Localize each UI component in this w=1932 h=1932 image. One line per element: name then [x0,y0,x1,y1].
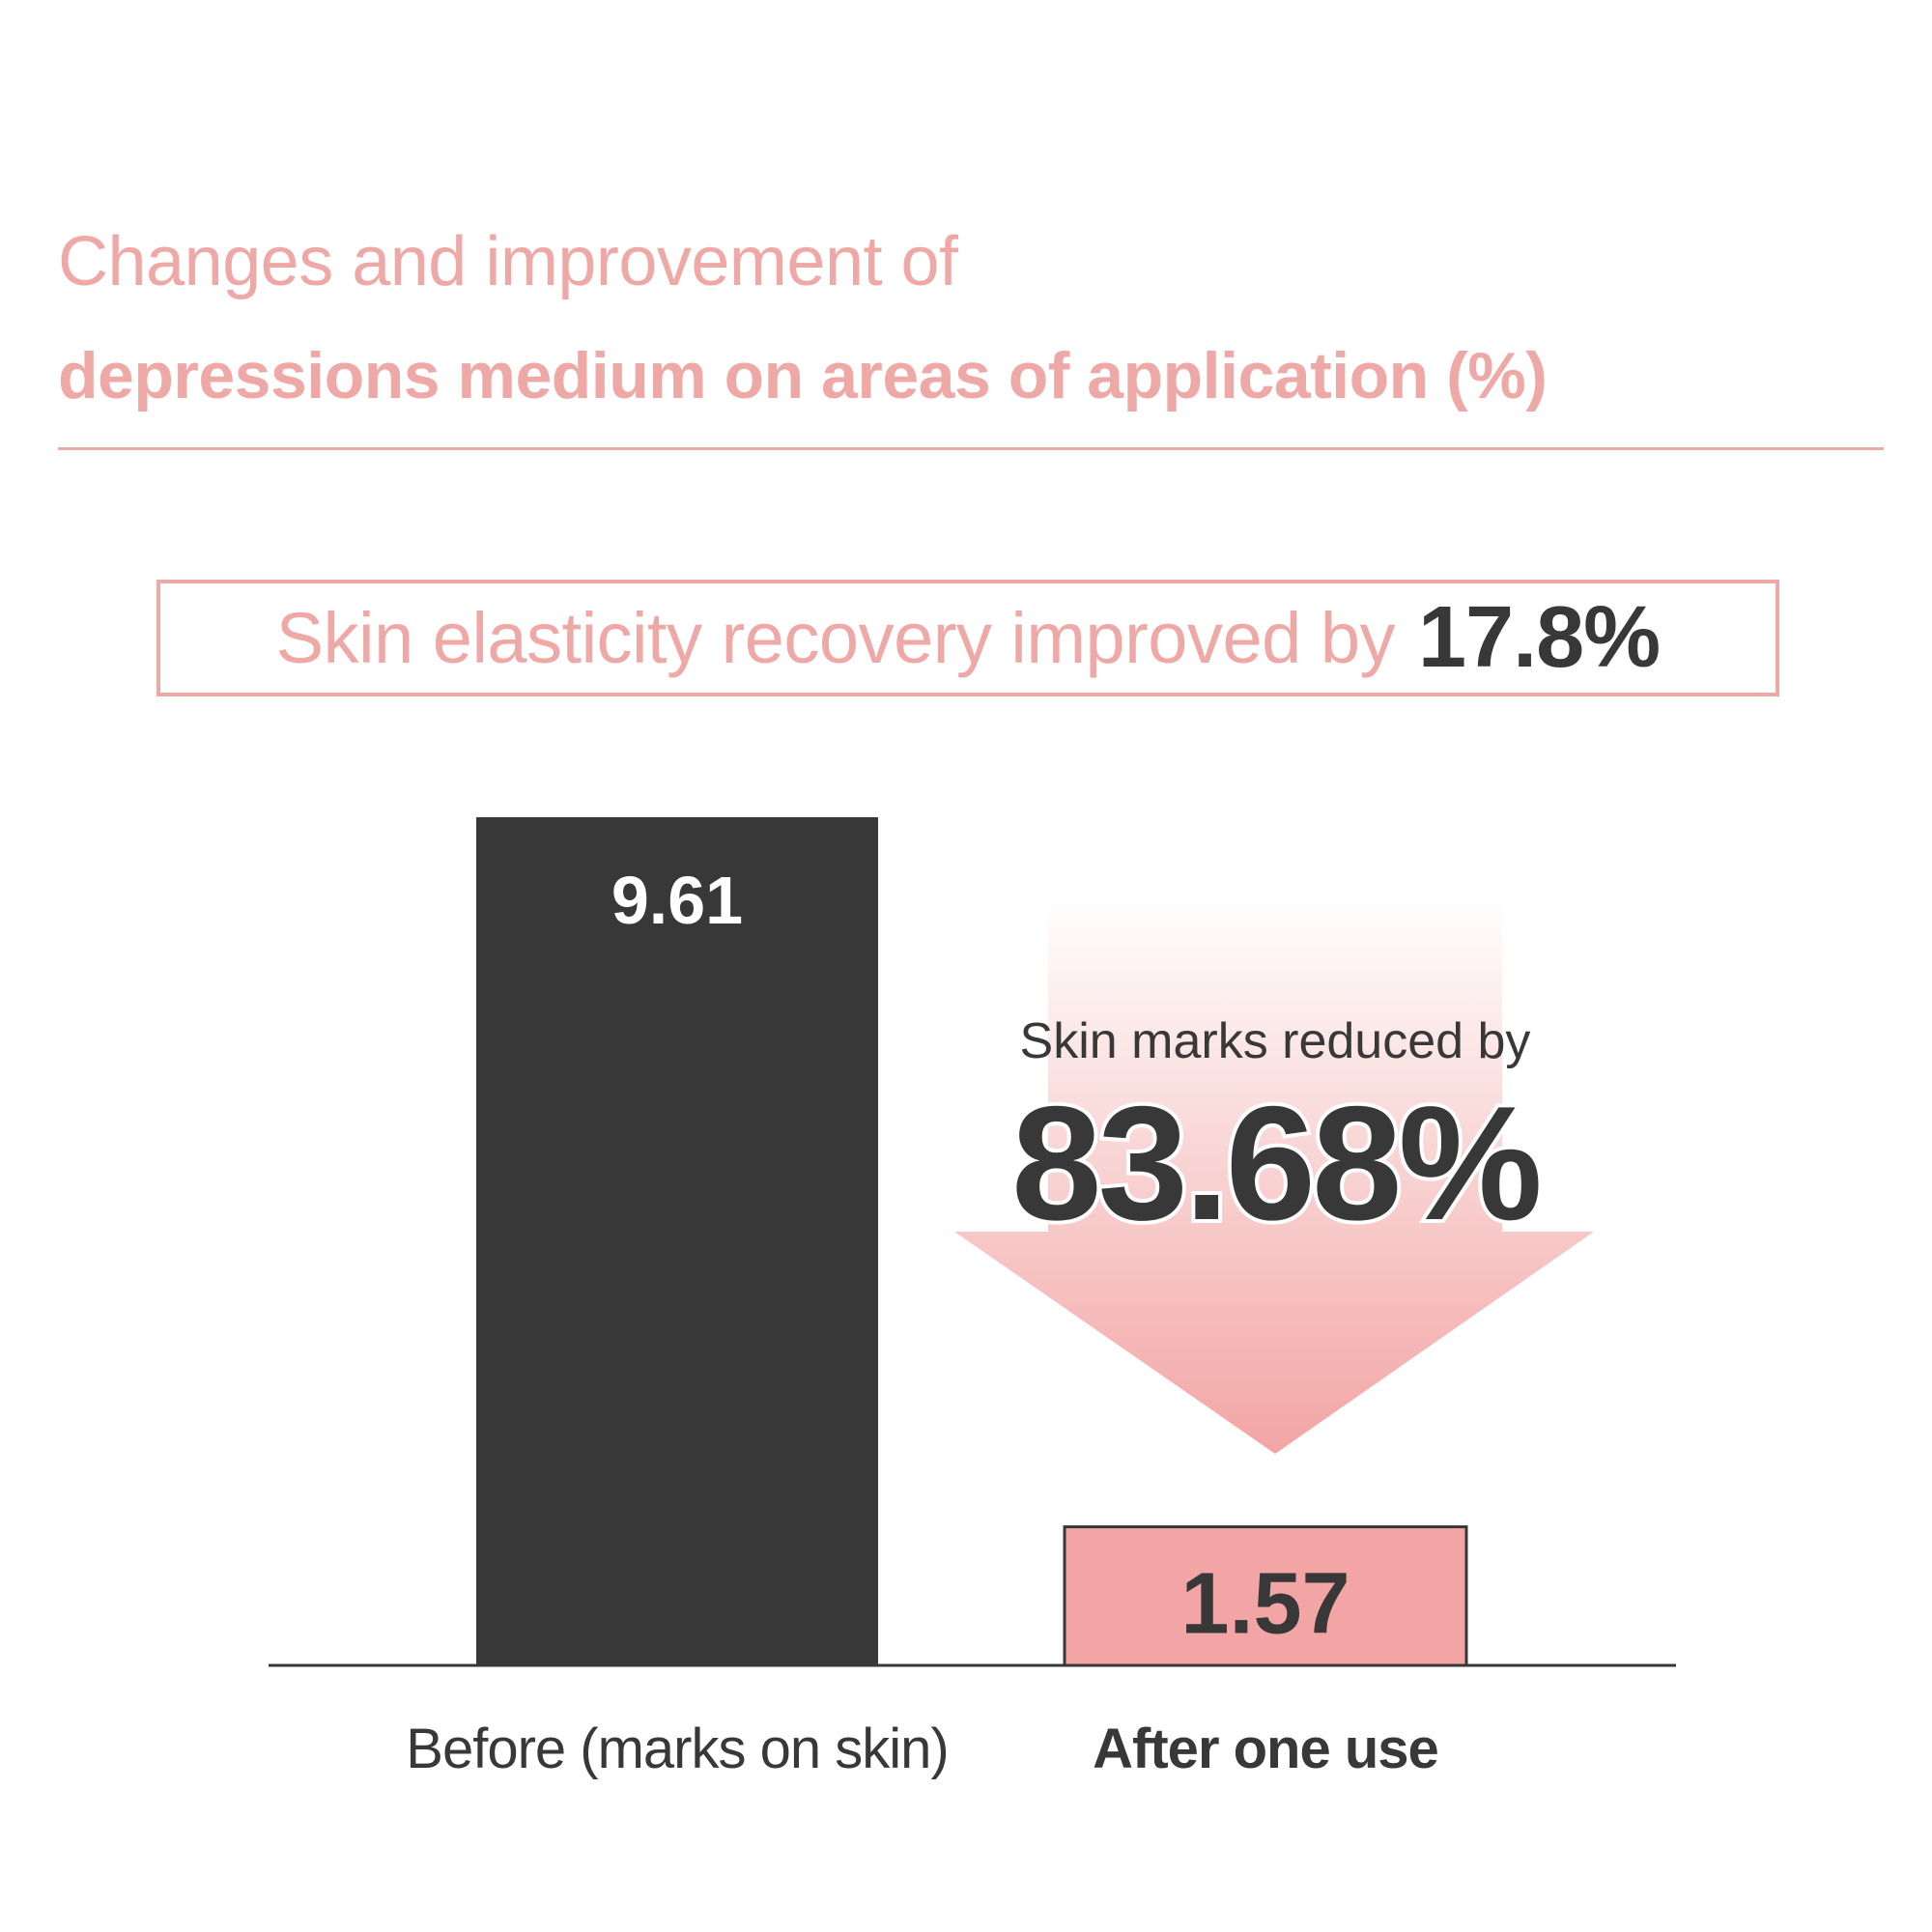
annotation-caption: Skin marks reduced by [1020,1013,1531,1069]
x-tick-label: Before (marks on skin) [406,1718,948,1780]
highlight-value: 17.8% [1418,589,1661,686]
down-arrow-icon [954,894,1594,1454]
title-divider [58,447,1884,450]
bar-before [476,817,878,1665]
chart-title-line1: Changes and improvement of [58,223,958,300]
bar-after [1063,1525,1468,1667]
highlight-text: Skin elasticity recovery improved by [275,598,1396,678]
x-tick-label: After one use [1093,1718,1438,1780]
highlight-box: Skin elasticity recovery improved by 17.… [156,580,1779,696]
bar-value-label: 9.61 [611,863,743,938]
chart-title-line2: depressions medium on areas of applicati… [58,339,1548,412]
annotation-value: 83.68% [1011,1072,1539,1254]
bar-value-label: 1.57 [1180,1555,1350,1652]
